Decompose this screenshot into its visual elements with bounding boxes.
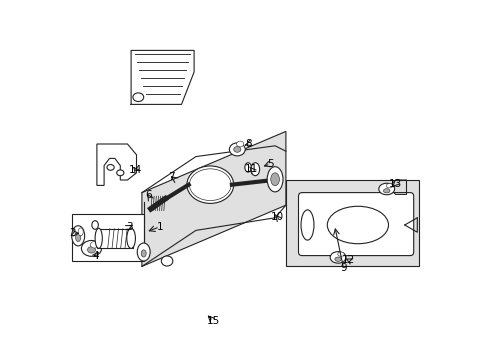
Text: 13: 13 <box>388 179 402 189</box>
Text: 15: 15 <box>206 316 219 326</box>
Ellipse shape <box>186 166 233 203</box>
Ellipse shape <box>92 221 98 229</box>
Ellipse shape <box>90 242 98 248</box>
Ellipse shape <box>244 163 251 172</box>
Ellipse shape <box>72 226 84 246</box>
Ellipse shape <box>378 183 394 195</box>
Text: 10: 10 <box>270 212 283 222</box>
Ellipse shape <box>126 228 135 248</box>
Ellipse shape <box>326 206 387 244</box>
Ellipse shape <box>76 234 81 242</box>
Text: 7: 7 <box>168 172 175 182</box>
Ellipse shape <box>107 165 114 170</box>
Text: 5: 5 <box>266 159 273 169</box>
Text: 9: 9 <box>340 263 346 273</box>
Ellipse shape <box>334 257 341 261</box>
Ellipse shape <box>137 243 150 261</box>
Text: 6: 6 <box>145 190 151 201</box>
Bar <box>97 229 133 248</box>
Ellipse shape <box>301 210 313 240</box>
Ellipse shape <box>229 143 244 156</box>
Text: 12: 12 <box>341 255 354 265</box>
Ellipse shape <box>250 163 259 176</box>
Ellipse shape <box>386 184 392 188</box>
Ellipse shape <box>337 252 344 256</box>
Text: 8: 8 <box>244 139 251 149</box>
Polygon shape <box>142 131 285 266</box>
FancyBboxPatch shape <box>298 193 413 256</box>
Text: 4: 4 <box>92 251 99 261</box>
Text: 3: 3 <box>126 222 132 232</box>
Ellipse shape <box>236 141 244 147</box>
Ellipse shape <box>161 256 172 266</box>
Text: 1: 1 <box>156 222 163 232</box>
Polygon shape <box>285 180 418 266</box>
Text: 11: 11 <box>244 164 258 174</box>
Ellipse shape <box>117 170 123 176</box>
Ellipse shape <box>383 189 389 193</box>
Ellipse shape <box>141 250 146 257</box>
Text: 2: 2 <box>69 228 76 238</box>
Ellipse shape <box>81 240 102 256</box>
Ellipse shape <box>270 173 279 186</box>
Ellipse shape <box>87 247 95 253</box>
Ellipse shape <box>233 147 241 152</box>
Text: 14: 14 <box>129 165 142 175</box>
Ellipse shape <box>95 228 102 248</box>
Ellipse shape <box>78 228 83 236</box>
Polygon shape <box>97 144 136 185</box>
Bar <box>72 214 143 261</box>
Ellipse shape <box>266 167 283 192</box>
Ellipse shape <box>329 252 346 263</box>
